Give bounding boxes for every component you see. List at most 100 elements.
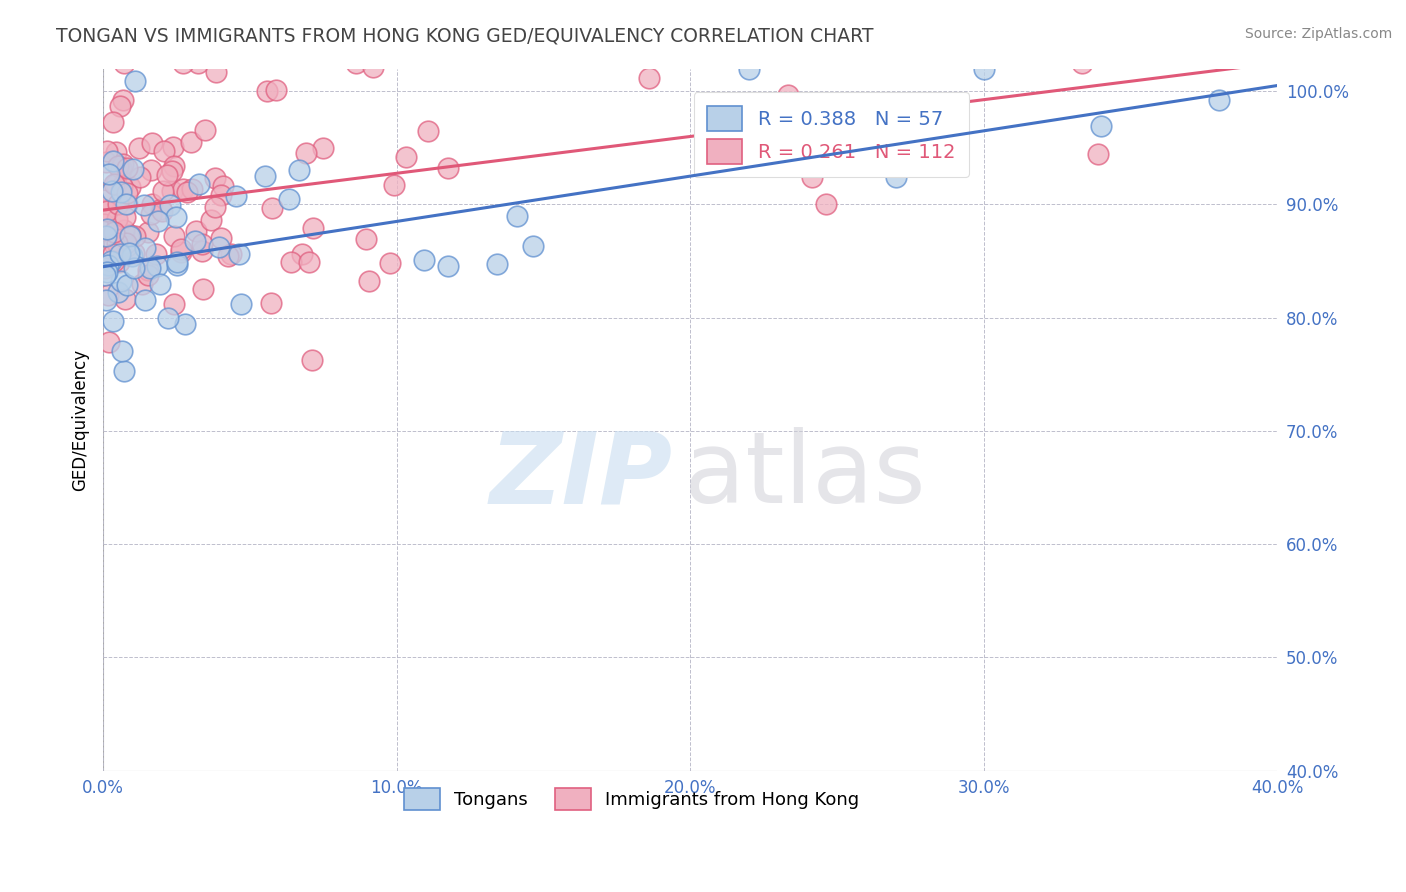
Point (115, 186, 138, 200)
Point (297, 255, 319, 269)
Point (108, 99, 131, 113)
Point (217, 249, 239, 263)
Point (103, 154, 125, 169)
Point (149, 202, 172, 216)
Point (1087, 147, 1109, 161)
Point (128, 140, 150, 154)
Point (200, 212, 222, 227)
Point (382, 178, 405, 193)
Point (112, 223, 135, 237)
Point (114, 292, 136, 306)
Point (156, 168, 179, 182)
Point (1090, 120, 1112, 134)
Point (97, 258, 120, 272)
Point (111, 344, 134, 359)
Point (103, 114, 125, 128)
Point (115, 161, 138, 175)
Point (191, 244, 214, 258)
Point (110, 274, 132, 288)
Point (121, 248, 143, 262)
Point (395, 150, 418, 164)
Point (301, 353, 323, 368)
Point (800, 169, 823, 184)
Point (207, 240, 229, 254)
Point (162, 163, 184, 178)
Point (884, 169, 907, 184)
Point (111, 157, 134, 171)
Point (118, 246, 141, 260)
Point (1070, 55, 1092, 70)
Point (205, 64, 228, 78)
Point (344, 55, 367, 70)
Point (973, 62, 995, 76)
Point (105, 177, 128, 191)
Point (107, 285, 129, 299)
Point (122, 246, 145, 260)
Point (110, 161, 132, 176)
Point (506, 209, 529, 223)
Point (112, 55, 135, 70)
Point (124, 228, 146, 243)
Point (136, 263, 159, 277)
Point (194, 123, 217, 137)
Point (108, 247, 131, 261)
Point (288, 163, 311, 178)
Point (166, 255, 188, 269)
Point (169, 245, 191, 260)
Point (204, 170, 226, 185)
Point (160, 184, 183, 198)
Point (162, 140, 184, 154)
Point (312, 141, 335, 155)
Point (118, 180, 141, 194)
Point (96, 222, 118, 236)
Point (162, 159, 184, 173)
Point (93, 223, 115, 237)
Point (172, 182, 194, 196)
Point (1208, 93, 1230, 107)
Point (115, 196, 138, 211)
Point (278, 192, 301, 206)
Point (122, 162, 145, 177)
Point (166, 258, 188, 272)
Point (94, 268, 117, 282)
Point (128, 169, 150, 184)
Point (228, 247, 250, 261)
Point (107, 197, 129, 211)
Point (170, 242, 193, 256)
Point (149, 277, 172, 291)
Point (260, 202, 283, 216)
Point (94, 202, 117, 217)
Point (163, 297, 186, 311)
Point (152, 184, 174, 198)
Point (110, 179, 132, 194)
Point (814, 196, 837, 211)
Point (141, 196, 163, 211)
Point (209, 188, 232, 202)
Point (738, 62, 761, 76)
Point (101, 247, 124, 261)
Y-axis label: GED/Equivalency: GED/Equivalency (72, 349, 89, 491)
Point (134, 241, 156, 255)
Point (124, 73, 146, 87)
Point (187, 55, 209, 70)
Point (156, 311, 179, 326)
Point (94, 228, 117, 243)
Point (187, 178, 209, 192)
Text: atlas: atlas (685, 427, 927, 524)
Point (97, 335, 120, 350)
Point (139, 207, 162, 221)
Point (117, 196, 139, 211)
Point (211, 179, 233, 194)
Point (253, 169, 276, 183)
Text: Source: ZipAtlas.com: Source: ZipAtlas.com (1244, 27, 1392, 41)
Point (105, 145, 128, 159)
Text: ZIP: ZIP (489, 427, 672, 524)
Point (180, 182, 202, 196)
Point (183, 234, 205, 248)
Point (141, 136, 163, 151)
Point (256, 84, 278, 98)
Point (103, 225, 125, 239)
Point (94, 155, 117, 169)
Point (105, 211, 128, 226)
Point (191, 282, 214, 296)
